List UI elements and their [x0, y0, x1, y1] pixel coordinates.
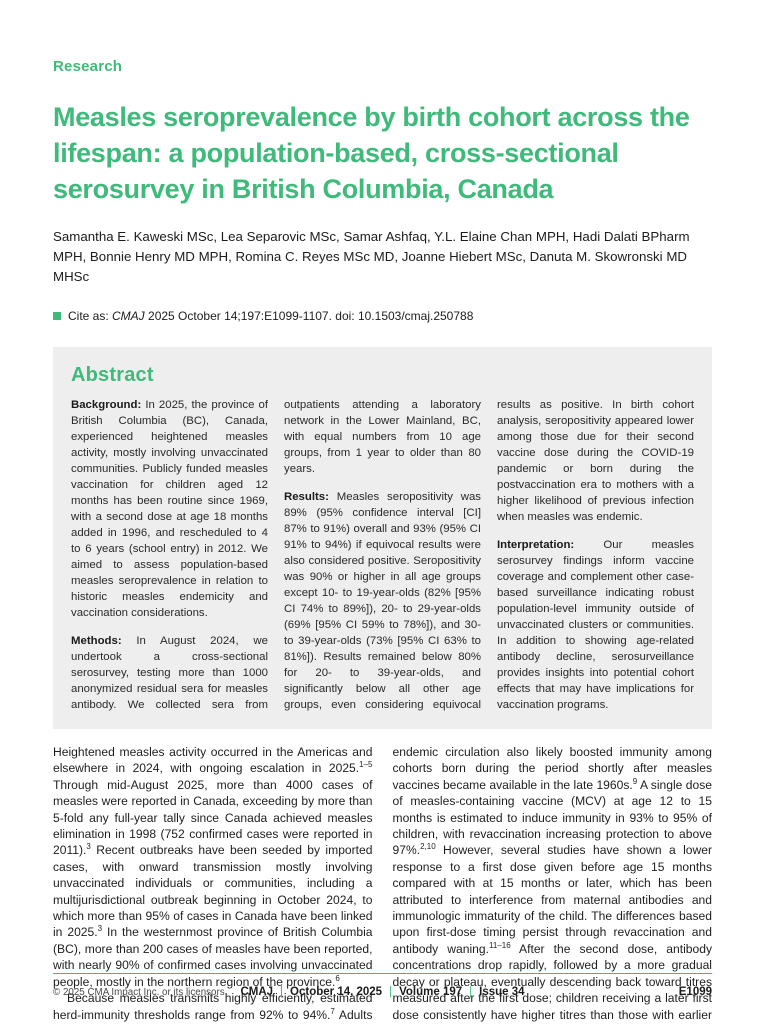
author-list: Samantha E. Kaweski MSc, Lea Separovic M… — [53, 229, 690, 284]
body-paragraph: Because measles transmits highly efficie… — [53, 744, 712, 1024]
citation-prefix: Cite as: — [68, 309, 113, 323]
section-kicker: Research — [53, 58, 123, 75]
abstract-box: Abstract Background: In 2025, the provin… — [53, 347, 712, 729]
reference-superscript: 9 — [632, 776, 638, 786]
footer-separator: | — [469, 986, 473, 998]
footer-separator: | — [280, 986, 284, 998]
footer-row: © 2025 CMA Impact Inc. or its licensors … — [53, 986, 712, 998]
abstract-paragraph: Background: In 2025, the province of Bri… — [71, 399, 268, 619]
footer-journal-info: CMAJ | October 14, 2025 | Volume 197 | Issue 3… — [240, 986, 524, 998]
footer-volume: Volume 197 — [399, 986, 463, 998]
body-paragraph: Heightened measles activity occurred in … — [53, 745, 373, 989]
citation-line: Cite as: CMAJ 2025 October 14;197:E1099-… — [53, 309, 712, 323]
citation-journal-name: CMAJ — [112, 309, 145, 323]
abstract-paragraph: Interpretation: Our measles serosurvey f… — [497, 539, 694, 711]
reference-superscript: 2,10 — [420, 842, 436, 852]
abstract-heading: Abstract — [71, 364, 154, 386]
footer-divider — [53, 973, 712, 974]
body-text-columns: Heightened measles activity occurred in … — [53, 744, 712, 1024]
article-title: Measles seroprevalence by birth cohort a… — [53, 102, 690, 204]
abstract-section-label: Results: — [284, 491, 337, 503]
footer-issue-date: October 14, 2025 — [290, 986, 383, 998]
reference-superscript: 11–16 — [488, 940, 511, 950]
footer-issue: Issue 34 — [479, 986, 525, 998]
abstract-paragraph: Results: Measles seropositivity was 89% … — [284, 399, 694, 711]
reference-superscript: 3 — [97, 924, 103, 934]
reference-superscript: 6 — [335, 973, 340, 983]
citation-text: Cite as: CMAJ 2025 October 14;197:E1099-… — [68, 309, 473, 323]
citation-bullet-square — [53, 312, 61, 320]
reference-superscript: 3 — [86, 842, 91, 852]
abstract-section-label: Background: — [71, 399, 146, 411]
abstract-paragraph: Methods: In August 2024, we undertook a … — [71, 399, 481, 711]
abstract-section-label: Interpretation: — [497, 539, 604, 551]
footer-separator: | — [389, 986, 393, 998]
page-footer: © 2025 CMA Impact Inc. or its licensors … — [53, 973, 712, 998]
abstract-text-columns: Background: In 2025, the province of Bri… — [71, 397, 694, 713]
footer-journal-name: CMAJ — [240, 986, 274, 998]
reference-superscript: 7 — [330, 1006, 335, 1016]
abstract-section-label: Methods: — [71, 635, 137, 647]
footer-page-number: E1099 — [678, 986, 713, 998]
reference-superscript: 1–5 — [359, 760, 373, 770]
footer-copyright: © 2025 CMA Impact Inc. or its licensors — [53, 987, 225, 998]
citation-details: 2025 October 14;197:E1099-1107. doi: 10.… — [144, 309, 474, 323]
